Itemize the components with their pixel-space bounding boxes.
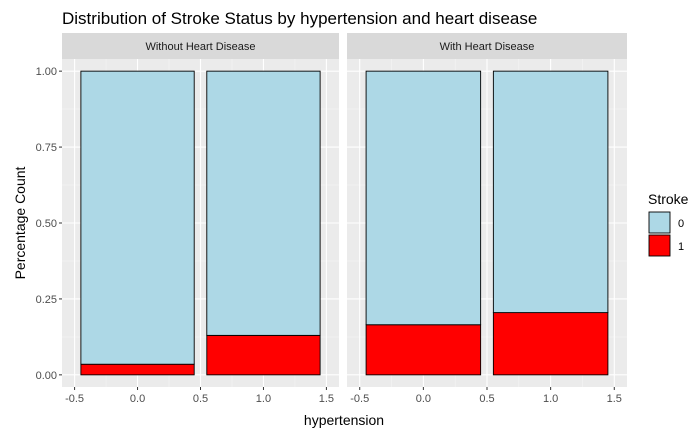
x-tick-label: 0.5 xyxy=(479,393,494,405)
bar-segment-stroke-0 xyxy=(365,70,482,326)
bar-segment-stroke-1 xyxy=(80,363,195,376)
bar-segment-stroke-0 xyxy=(492,70,609,314)
facet-strip xyxy=(347,33,627,59)
bar-segment-stroke-1 xyxy=(365,324,482,376)
x-tick-label: -0.5 xyxy=(65,393,84,405)
facet-strip-label: With Heart Disease xyxy=(440,41,535,53)
x-tick-label: 1.5 xyxy=(607,393,622,405)
y-tick-label: 0.75 xyxy=(36,142,57,154)
legend-title: Stroke xyxy=(648,191,689,207)
y-axis-title: Percentage Count xyxy=(12,166,28,279)
x-tick-label: 0.5 xyxy=(193,393,208,405)
facet-strip-label: Without Heart Disease xyxy=(145,41,255,53)
legend: Stroke 01 xyxy=(648,191,689,257)
x-tick-label: 1.0 xyxy=(256,393,271,405)
panels: Without Heart Disease -0.5 0.0 0.5 1.0 1.5 0.0… xyxy=(36,33,627,405)
y-tick-label: 0.25 xyxy=(36,294,57,306)
bar-segment-stroke-1 xyxy=(206,334,321,376)
x-tick-label: 1.5 xyxy=(319,393,334,405)
y-tick-label: 0.00 xyxy=(36,370,57,382)
bar-segment-stroke-0 xyxy=(206,70,321,336)
x-tick-label: 0.0 xyxy=(130,393,145,405)
bar-segment-stroke-1 xyxy=(492,312,609,376)
facet-strip xyxy=(62,33,339,59)
chart-title: Distribution of Stroke Status by hyperte… xyxy=(62,9,537,28)
y-tick-label: 1.00 xyxy=(36,66,57,78)
facet-panel: Without Heart Disease -0.5 0.0 0.5 1.0 1.5 0.0… xyxy=(36,33,339,405)
y-tick-label: 0.50 xyxy=(36,218,57,230)
legend-label: 1 xyxy=(678,241,684,253)
facet-panel: With Heart Disease -0.5 0.0 0.5 1.0 1.5 xyxy=(347,33,627,405)
legend-label: 0 xyxy=(678,218,684,230)
x-tick-label: 1.0 xyxy=(543,393,558,405)
legend-entries: 01 xyxy=(648,211,684,257)
x-axis-title: hypertension xyxy=(304,412,384,428)
legend-key-1 xyxy=(648,234,671,257)
x-tick-label: -0.5 xyxy=(350,393,369,405)
x-tick-label: 0.0 xyxy=(416,393,431,405)
bar-segment-stroke-0 xyxy=(80,70,195,365)
legend-key-0 xyxy=(648,211,671,234)
